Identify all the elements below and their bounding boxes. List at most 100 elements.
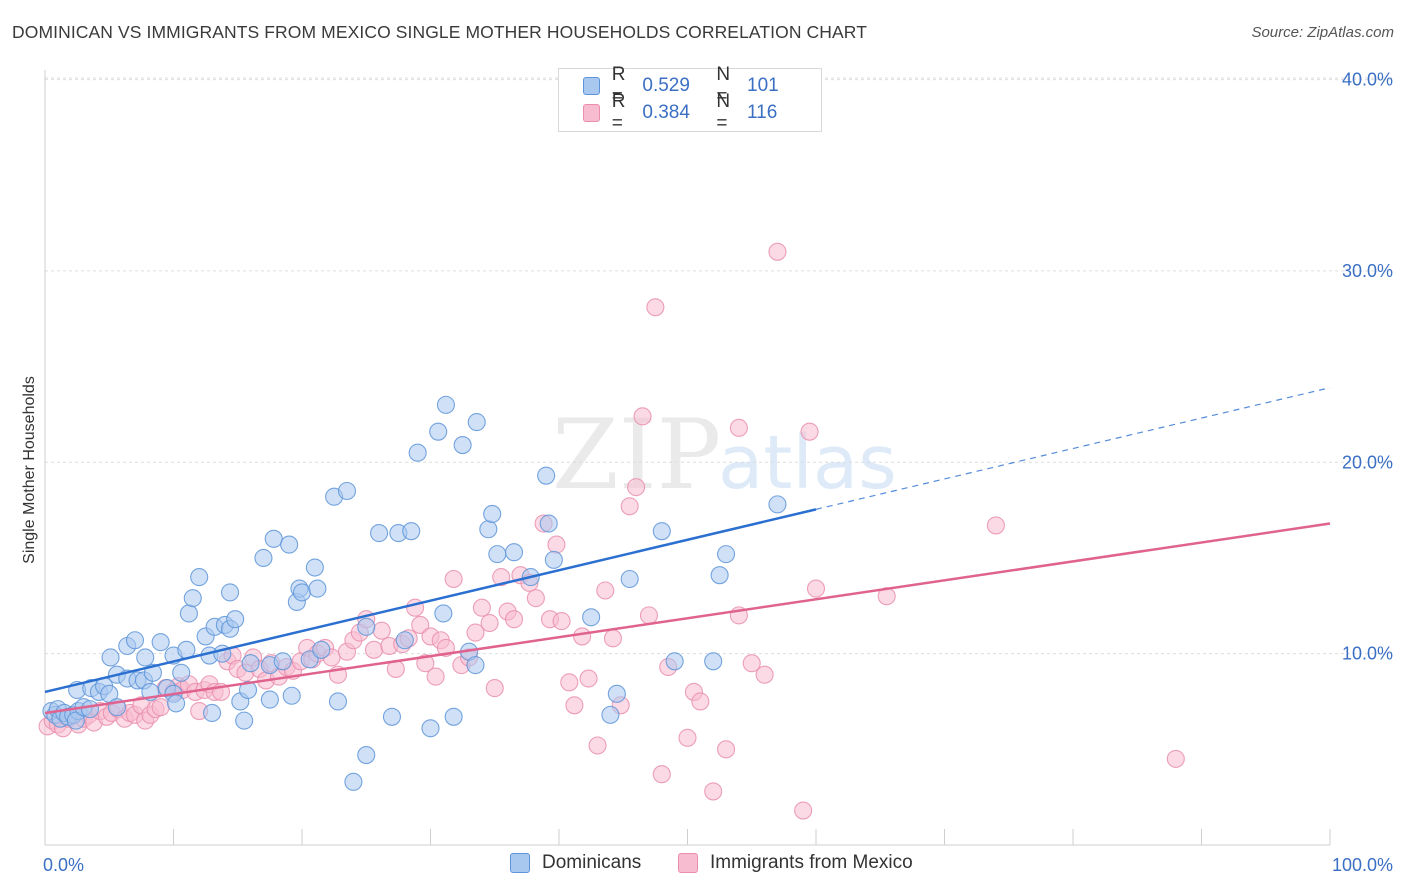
point-dominicans — [312, 640, 331, 659]
point-dominicans — [172, 663, 191, 682]
point-immigrants-from-mexico — [372, 621, 391, 640]
point-immigrants-from-mexico — [633, 407, 652, 426]
series-dominicans-points — [42, 395, 787, 791]
y-tick-label: 10.0% — [1342, 644, 1393, 664]
point-dominicans — [483, 504, 502, 524]
trend-line-dominicans-dashed — [815, 387, 1331, 510]
point-dominicans — [235, 711, 254, 730]
point-dominicans — [665, 652, 684, 671]
point-dominicans — [607, 684, 626, 703]
point-dominicans — [434, 604, 453, 623]
point-immigrants-from-mexico — [560, 673, 579, 692]
point-dominicans — [203, 703, 222, 723]
legend-swatch-blue — [510, 853, 530, 873]
point-immigrants-from-mexico — [466, 623, 485, 642]
point-immigrants-from-mexico — [620, 497, 639, 516]
legend-r-value: 0.529 — [642, 75, 690, 96]
point-immigrants-from-mexico — [1166, 749, 1185, 768]
y-tick-label: 20.0% — [1342, 452, 1393, 472]
point-immigrants-from-mexico — [986, 516, 1005, 535]
point-immigrants-from-mexico — [627, 478, 646, 497]
point-dominicans — [620, 569, 639, 589]
legend-swatch-pink — [583, 104, 600, 122]
trend-line-immigrants-from-mexico-solid — [44, 522, 1331, 715]
point-dominicans — [167, 694, 186, 713]
point-dominicans — [539, 514, 558, 533]
point-dominicans — [370, 524, 389, 543]
legend-n-label: N = — [716, 64, 731, 107]
point-immigrants-from-mexico — [552, 612, 571, 631]
point-dominicans — [264, 529, 283, 548]
point-dominicans — [537, 466, 556, 485]
point-dominicans — [402, 522, 421, 541]
x-tick-labels: 0.0% 100.0% — [43, 855, 1393, 875]
point-dominicans — [101, 648, 120, 667]
point-dominicans — [292, 583, 312, 602]
point-immigrants-from-mexico — [806, 579, 826, 598]
point-dominicans — [305, 558, 324, 577]
point-immigrants-from-mexico — [652, 765, 671, 784]
correlation-legend: R = 0.529 N = 101 R = 0.384 N = 116 — [558, 64, 822, 134]
watermark: ZIP atlas — [552, 399, 897, 511]
point-dominicans — [66, 711, 85, 730]
point-dominicans — [382, 707, 402, 726]
point-dominicans — [429, 422, 448, 441]
point-immigrants-from-mexico — [547, 535, 566, 554]
legend-item-immigrants-from-mexico[interactable]: Immigrants from Mexico — [678, 852, 913, 874]
legend-n-label: N = — [716, 91, 731, 134]
point-dominicans — [190, 568, 209, 587]
series-legend: Dominicans Immigrants from Mexico — [0, 852, 1406, 878]
point-immigrants-from-mexico — [729, 418, 748, 437]
point-dominicans — [125, 631, 144, 650]
point-dominicans — [453, 436, 472, 455]
point-dominicans — [280, 535, 299, 554]
legend-n-value: 101 — [747, 75, 779, 96]
point-dominicans — [80, 700, 100, 719]
point-dominicans — [254, 548, 273, 568]
chart-title: DOMINICAN VS IMMIGRANTS FROM MEXICO SING… — [12, 22, 868, 42]
point-immigrants-from-mexico — [768, 242, 787, 261]
point-dominicans — [308, 579, 327, 598]
point-dominicans — [357, 746, 376, 765]
legend-r-value: 0.384 — [642, 102, 690, 123]
y-tick-labels: 10.0% 20.0% 30.0% 40.0% — [1342, 70, 1393, 664]
legend-r-label: R = — [611, 64, 626, 107]
point-immigrants-from-mexico — [364, 640, 384, 659]
y-axis-title: Single Mother Households — [21, 376, 38, 564]
point-immigrants-from-mexico — [794, 801, 813, 820]
point-dominicans — [273, 652, 292, 671]
y-axis-title-wrap: Single Mother Households — [18, 350, 42, 590]
point-immigrants-from-mexico — [565, 696, 584, 715]
point-dominicans — [395, 631, 414, 650]
point-dominicans — [260, 690, 279, 709]
point-immigrants-from-mexico — [588, 736, 607, 755]
legend-label-immigrants-from-mexico: Immigrants from Mexico — [710, 852, 913, 873]
point-immigrants-from-mexico — [603, 629, 623, 648]
legend-item-dominicans[interactable]: Dominicans — [510, 852, 641, 874]
point-immigrants-from-mexico — [526, 589, 545, 608]
point-dominicans — [582, 608, 601, 627]
point-dominicans — [421, 719, 440, 738]
point-immigrants-from-mexico — [573, 627, 592, 646]
point-dominicans — [504, 543, 524, 562]
point-immigrants-from-mexico — [646, 298, 665, 317]
point-immigrants-from-mexico — [151, 698, 170, 717]
point-immigrants-from-mexico — [596, 581, 615, 600]
legend-swatch-pink — [678, 853, 698, 873]
point-dominicans — [241, 654, 260, 673]
point-dominicans — [183, 589, 202, 608]
point-immigrants-from-mexico — [472, 598, 491, 617]
point-dominicans — [436, 395, 455, 414]
point-dominicans — [710, 566, 729, 585]
point-dominicans — [467, 413, 486, 432]
point-immigrants-from-mexico — [579, 669, 598, 688]
point-immigrants-from-mexico — [444, 569, 463, 589]
point-dominicans — [488, 545, 507, 564]
point-dominicans — [768, 495, 787, 514]
point-dominicans — [704, 652, 723, 671]
point-immigrants-from-mexico — [504, 610, 524, 629]
point-dominicans — [466, 656, 485, 675]
point-dominicans — [282, 686, 301, 705]
point-dominicans — [220, 583, 240, 602]
